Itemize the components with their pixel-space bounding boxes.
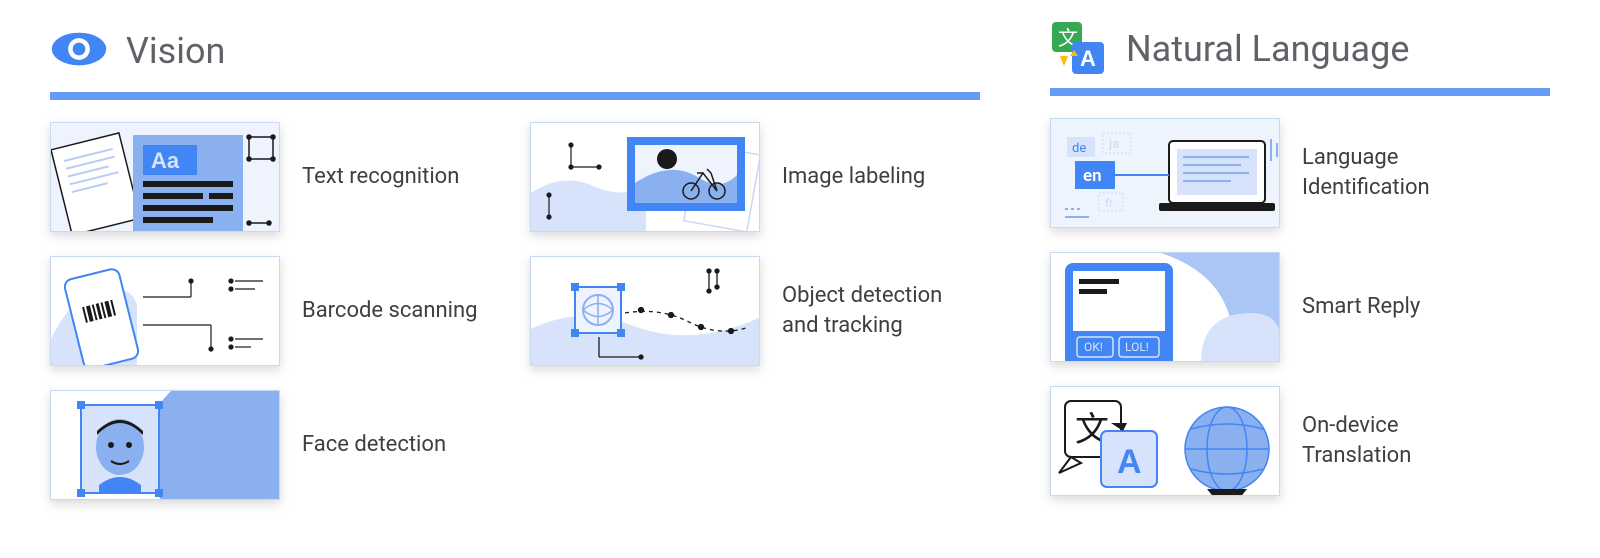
face-detection-icon	[50, 390, 280, 500]
image-labeling-icon	[530, 122, 760, 232]
face-detection-label: Face detection	[302, 430, 446, 460]
vision-item-face-detection: Face detection	[50, 390, 500, 500]
reply-chip-lol: LOL!	[1125, 340, 1149, 354]
lang-tag-ja: ja	[1108, 137, 1119, 152]
svg-text:Aa: Aa	[151, 148, 180, 173]
lang-tag-fr: fr	[1105, 196, 1113, 210]
language-id-label: Language Identification	[1302, 143, 1502, 202]
vision-item-object-detection: Object detection and tracking	[530, 256, 980, 366]
nl-title: Natural Language	[1126, 28, 1409, 70]
nl-item-language-id: de ja en fr	[1050, 118, 1550, 228]
nl-item-translation: 文 A On-device Translation	[1050, 386, 1550, 496]
language-id-icon: de ja en fr	[1050, 118, 1280, 228]
object-detection-icon	[530, 256, 760, 366]
vision-item-text-recognition: Aa	[50, 122, 500, 232]
vision-header: Vision	[50, 20, 980, 82]
barcode-scanning-label: Barcode scanning	[302, 296, 478, 326]
nl-divider	[1050, 88, 1550, 96]
nl-item-smart-reply: OK! LOL! Smart Reply	[1050, 252, 1550, 362]
text-recognition-label: Text recognition	[302, 162, 459, 192]
nl-header: 文 A Natural Language	[1050, 20, 1550, 78]
smart-reply-label: Smart Reply	[1302, 292, 1420, 322]
vision-divider	[50, 92, 980, 100]
translation-glyph-target: A	[1117, 443, 1142, 481]
natural-language-section: 文 A Natural Language	[1050, 20, 1550, 500]
vision-item-image-labeling: Image labeling	[530, 122, 980, 232]
vision-section: Vision	[50, 20, 980, 500]
reply-chip-ok: OK!	[1084, 340, 1103, 354]
eye-icon	[50, 20, 108, 82]
nl-cards: de ja en fr	[1050, 118, 1550, 496]
vision-item-barcode-scanning: Barcode scanning	[50, 256, 500, 366]
on-device-translation-icon: 文 A	[1050, 386, 1280, 496]
lang-tag-en: en	[1083, 166, 1102, 186]
smart-reply-icon: OK! LOL!	[1050, 252, 1280, 362]
text-recognition-icon: Aa	[50, 122, 280, 232]
object-detection-label: Object detection and tracking	[782, 281, 980, 340]
translate-icon: 文 A	[1050, 20, 1108, 78]
vision-title: Vision	[126, 30, 225, 72]
on-device-translation-label: On-device Translation	[1302, 411, 1502, 470]
lang-tag-de: de	[1072, 141, 1086, 156]
barcode-scanning-icon	[50, 256, 280, 366]
svg-text:A: A	[1080, 46, 1096, 71]
image-labeling-label: Image labeling	[782, 162, 925, 192]
vision-cards: Aa	[50, 122, 980, 500]
